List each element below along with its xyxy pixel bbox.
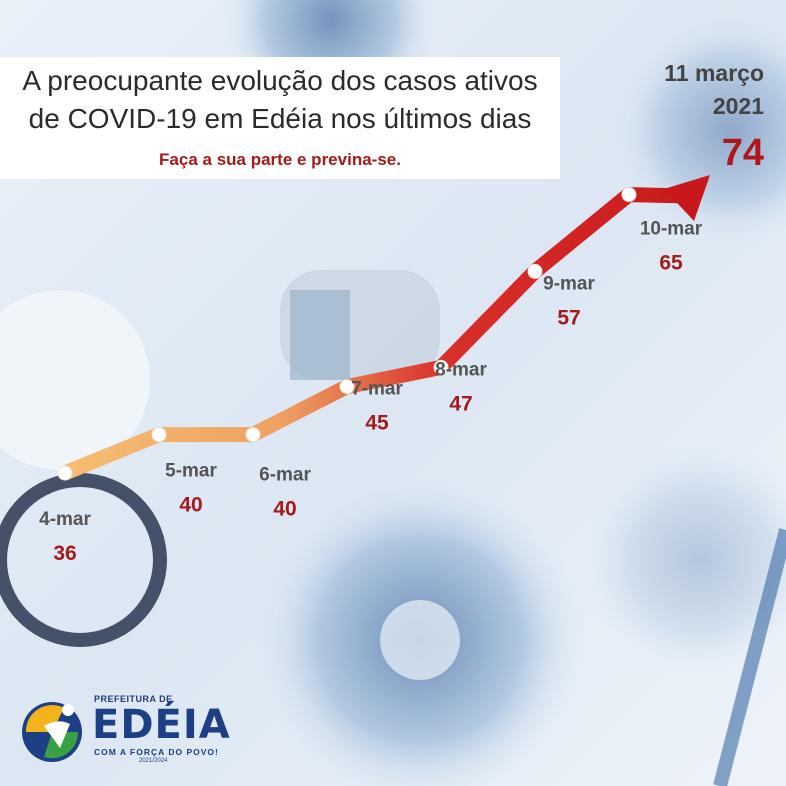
series-line bbox=[57, 187, 696, 481]
logo-term: 2021/2024 bbox=[139, 758, 168, 764]
data-value-label: 45 bbox=[365, 412, 389, 435]
data-value-label: 57 bbox=[557, 306, 580, 329]
data-point bbox=[339, 379, 355, 395]
title-panel: A preocupante evolução dos casos ativos … bbox=[0, 57, 560, 179]
chart-subtitle: Faça a sua parte e previna-se. bbox=[159, 150, 401, 169]
x-tick-label: 4-mar bbox=[39, 509, 91, 530]
data-value-label: 47 bbox=[449, 392, 472, 415]
latest-year-label: 2021 bbox=[712, 93, 764, 119]
logo-prefix: PREFEITURA DE bbox=[94, 694, 173, 704]
x-tick-label: 9-mar bbox=[543, 273, 595, 294]
logo-name: EDÉIA bbox=[92, 702, 231, 748]
latest-value-label: 74 bbox=[721, 132, 764, 174]
municipality-logo: PREFEITURA DE EDÉIA COM A FORÇA DO POVO!… bbox=[14, 690, 254, 770]
data-point bbox=[245, 427, 261, 443]
latest-date-label: 11 março bbox=[664, 60, 764, 86]
data-point bbox=[57, 465, 73, 481]
data-point bbox=[151, 427, 167, 443]
data-value-label: 40 bbox=[179, 494, 202, 517]
data-value-label: 40 bbox=[273, 498, 296, 521]
data-point bbox=[433, 359, 449, 375]
x-tick-label: 8-mar bbox=[435, 359, 487, 380]
data-point bbox=[527, 263, 543, 279]
data-value-label: 65 bbox=[659, 252, 683, 275]
chart-title-line-2: de COVID-19 em Edéia nos últimos dias bbox=[28, 103, 532, 134]
x-tick-label: 5-mar bbox=[165, 461, 217, 482]
x-tick-label: 7-mar bbox=[351, 379, 403, 400]
x-tick-label: 6-mar bbox=[259, 465, 311, 486]
logo-tagline: COM A FORÇA DO POVO! bbox=[94, 747, 219, 757]
logo-emblem-icon bbox=[22, 702, 82, 762]
trend-arrow-head bbox=[664, 175, 710, 221]
chart-title-line-1: A preocupante evolução dos casos ativos bbox=[22, 65, 538, 96]
x-tick-label: 10-mar bbox=[640, 219, 703, 240]
data-value-label: 36 bbox=[53, 542, 76, 565]
data-point bbox=[621, 187, 637, 203]
